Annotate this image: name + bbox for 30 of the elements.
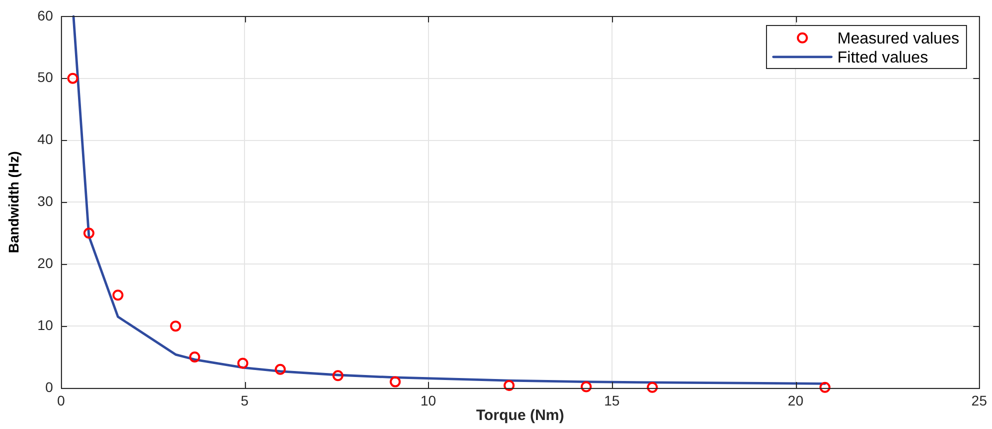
point (112, 290, 124, 301)
x-tick-label: 10 (420, 392, 436, 408)
legend-label: Measured values (837, 30, 960, 48)
x-tick-label: 15 (604, 392, 620, 408)
x-tick-label: 5 (240, 392, 249, 408)
x-tick-label: 0 (57, 392, 66, 408)
point (83, 228, 94, 239)
point (819, 382, 830, 393)
legend-label: Fitted values (837, 49, 928, 66)
y-axis-title: Bandwidth (Hz) (5, 151, 22, 254)
point (390, 376, 401, 388)
point (67, 72, 78, 84)
y-tick-label: 10 (37, 316, 54, 333)
point (274, 364, 286, 375)
x-axis-title: Torque (Nm) (476, 407, 564, 424)
point (189, 352, 200, 363)
y-tick-label: 40 (37, 131, 54, 148)
y-tick-label: 60 (37, 7, 54, 24)
x-tick-label: 20 (788, 392, 804, 408)
y-tick-label: 50 (37, 69, 54, 86)
point (170, 320, 182, 332)
y-tick-label: 30 (37, 193, 54, 210)
x-tick-label: 25 (971, 392, 988, 408)
point (504, 380, 515, 392)
point (332, 370, 344, 382)
y-tick-label: 20 (37, 254, 54, 271)
y-tick-label: 0 (45, 378, 54, 395)
point (237, 358, 248, 369)
point (580, 381, 592, 392)
point (646, 382, 658, 393)
